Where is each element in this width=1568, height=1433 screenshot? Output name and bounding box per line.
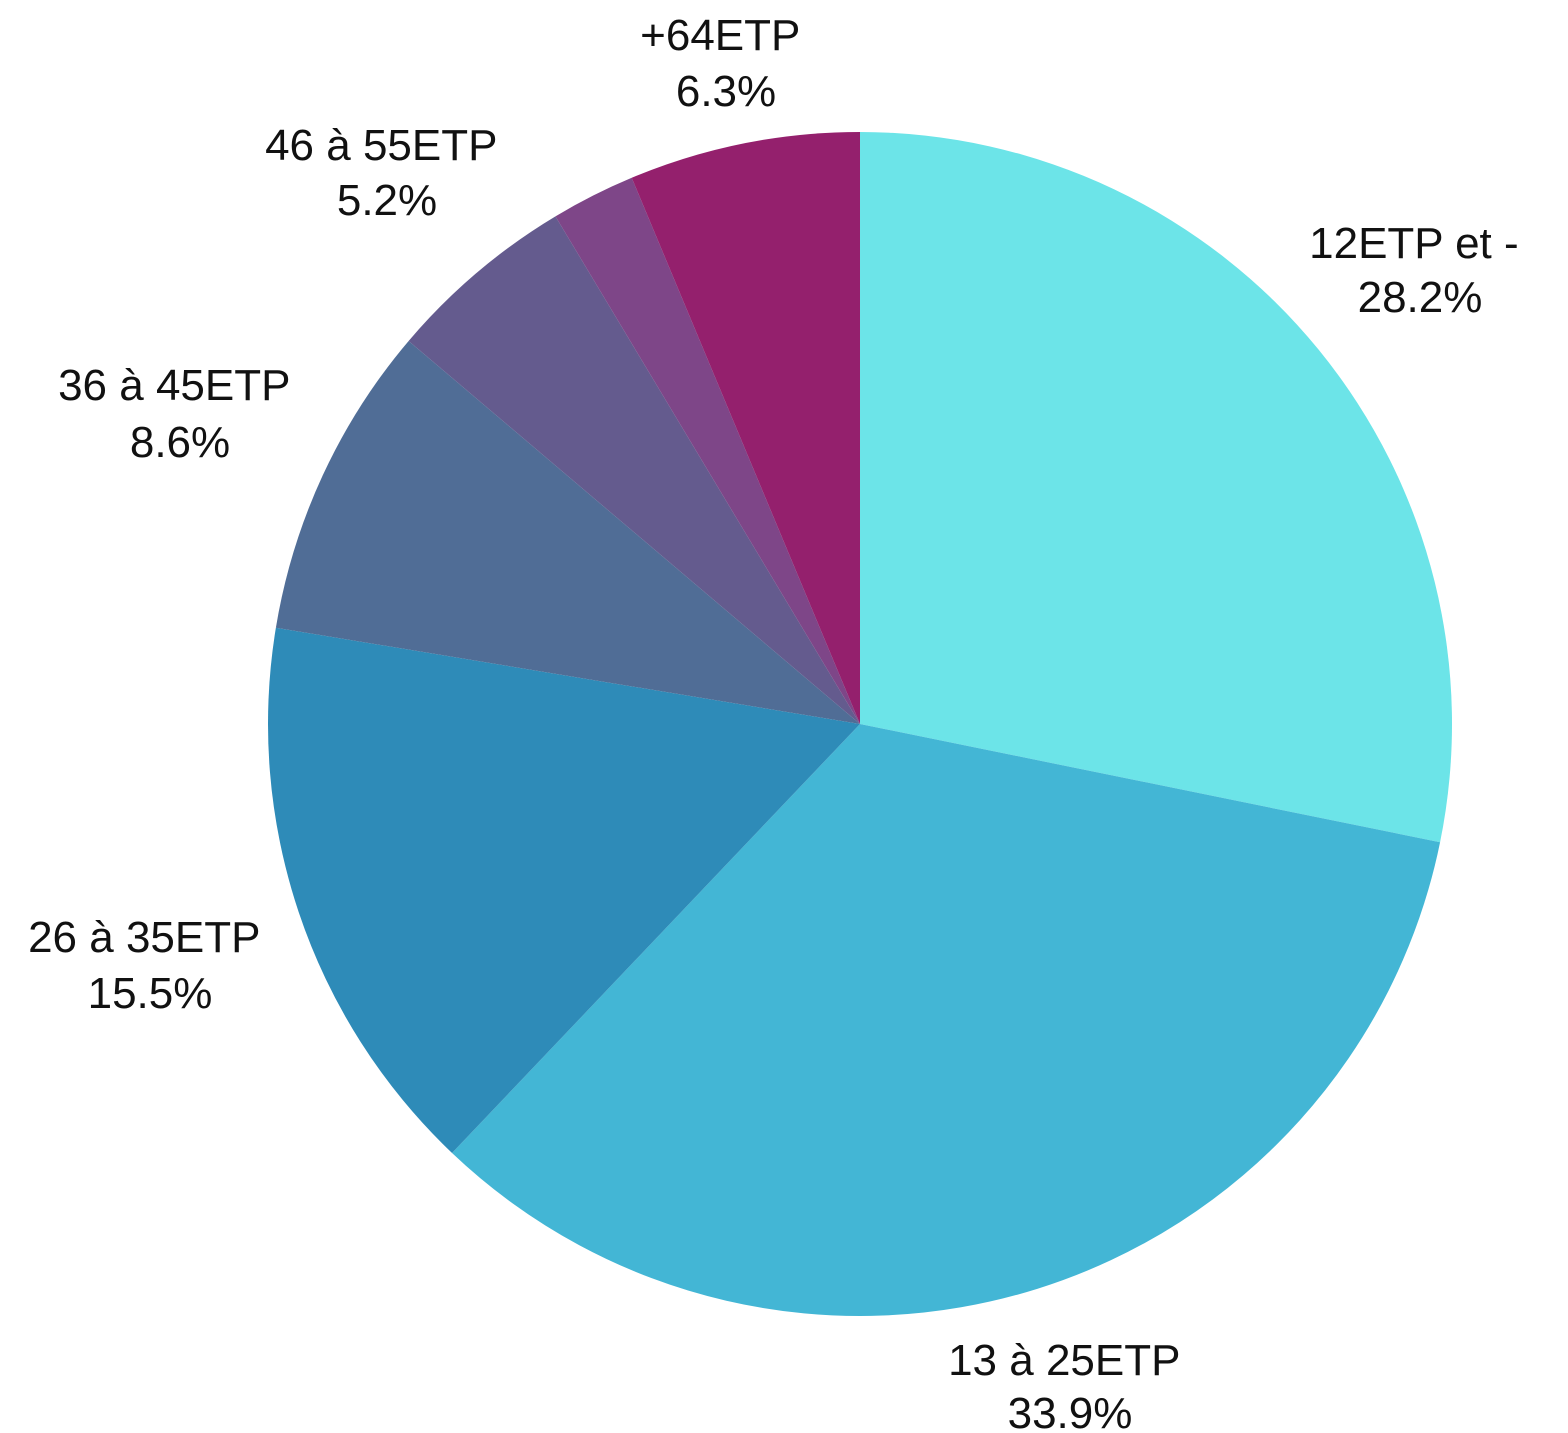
pie-slice-2 (268, 627, 861, 1153)
pie-slice-3 (275, 340, 860, 724)
pie-slice-0 (860, 132, 1453, 843)
slice-label-13-25etp: 13 à 25ETP 33.9% (948, 1336, 1192, 1433)
pie-slice-4 (408, 216, 860, 724)
slice-label-12etp: 12ETP et - 28.2% (1309, 219, 1531, 322)
pie-slice-6 (631, 132, 860, 724)
slice-label-46-55etp: 46 à 55ETP 5.2% (265, 121, 509, 225)
slice-label-26-35etp: 26 à 35ETP 15.5% (28, 913, 272, 1018)
slice-label-64etp: +64ETP 6.3% (640, 11, 812, 116)
pie-slice-1 (452, 724, 1441, 1316)
pie-slice-5 (555, 177, 860, 725)
slice-label-36-45etp: 36 à 45ETP 8.6% (58, 361, 302, 467)
pie-slices (268, 132, 1453, 1316)
